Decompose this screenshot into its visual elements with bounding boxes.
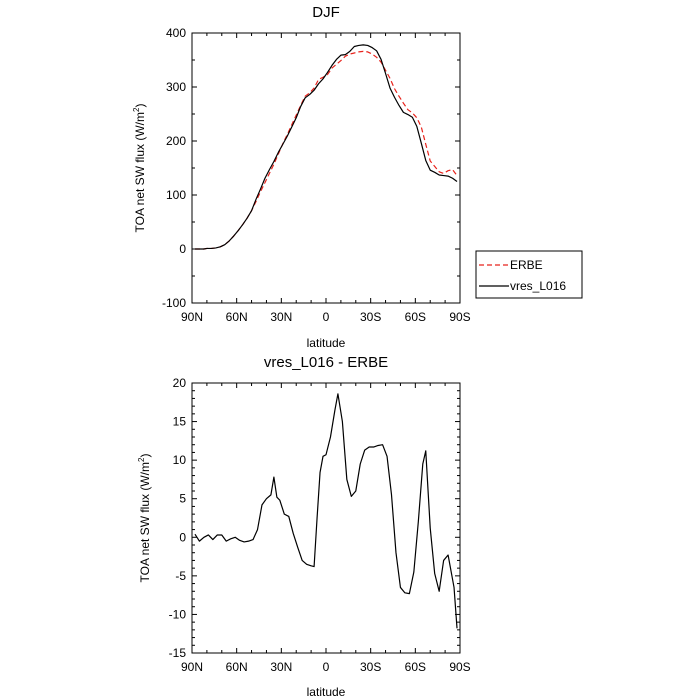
top-chart-y-tick-label: 300 — [166, 80, 186, 94]
top-chart-legend: ERBE vres_L016 — [475, 250, 583, 299]
top-chart-y-tick-label: -100 — [162, 296, 186, 310]
bottom-chart-y-tick-label: 15 — [173, 415, 187, 429]
top-chart-x-ticks: 90N 60N 30N 0 30S 60S 90S — [181, 33, 471, 324]
top-chart-x-tick-label: 60S — [405, 310, 426, 324]
top-chart-x-tick-label: 30S — [360, 310, 381, 324]
bottom-chart-x-ticks: 90N 60N 30N 0 30S 60S 90S — [181, 383, 471, 674]
legend-box — [475, 250, 583, 299]
bottom-chart-y-axis-label: TOA net SW flux (W/m2) — [137, 454, 152, 583]
top-chart-y-axis-label-sup: 2 — [132, 107, 141, 112]
bottom-chart-plot-frame — [191, 382, 461, 654]
legend-label-vres: vres_L016 — [510, 279, 566, 293]
top-chart-x-tick-label: 0 — [323, 310, 330, 324]
top-chart-line-vres-l016 — [194, 44, 458, 250]
bottom-chart-y-tick-label: 5 — [179, 492, 186, 506]
top-chart-panel: DJF 90N 60N 30N 0 30S 60S 90S -100 0 100 200 300 40… — [132, 4, 583, 350]
top-chart-x-tick-label: 90S — [449, 310, 470, 324]
bottom-chart-x-tick-label: 30N — [270, 660, 292, 674]
top-chart-x-tick-label: 30N — [270, 310, 292, 324]
bottom-chart-y-axis-label-sup: 2 — [137, 457, 146, 462]
bottom-chart-x-tick-label: 0 — [323, 660, 330, 674]
top-chart-plot-frame — [191, 32, 461, 304]
top-chart-x-tick-label: 90N — [181, 310, 203, 324]
top-chart-y-tick-label: 400 — [166, 26, 186, 40]
top-chart-y-tick-label: 100 — [166, 188, 186, 202]
top-chart-y-axis-label-main: TOA net SW flux (W/m — [133, 112, 147, 232]
top-chart-y-axis-label-end: ) — [133, 104, 147, 108]
top-chart-x-axis-label: latitude — [307, 336, 346, 350]
bottom-chart-series-layer — [194, 393, 458, 629]
bottom-chart-y-tick-label: -5 — [175, 569, 186, 583]
bottom-chart-line-series-0 — [194, 393, 458, 629]
top-chart-y-ticks: -100 0 100 200 300 400 — [162, 26, 460, 310]
bottom-chart-x-tick-label: 60S — [405, 660, 426, 674]
top-chart-y-tick-label: 0 — [179, 242, 186, 256]
bottom-chart-y-tick-label: 20 — [173, 376, 187, 390]
top-chart-y-tick-label: 200 — [166, 134, 186, 148]
bottom-chart-y-axis-label-main: TOA net SW flux (W/m — [138, 462, 152, 582]
top-chart-series-layer — [194, 44, 458, 250]
bottom-chart-x-tick-label: 30S — [360, 660, 381, 674]
bottom-chart-y-tick-label: -15 — [169, 646, 187, 660]
bottom-chart-y-tick-label: 0 — [179, 530, 186, 544]
bottom-chart-x-tick-label: 60N — [226, 660, 248, 674]
bottom-chart-y-axis-label-end: ) — [138, 454, 152, 458]
top-chart-y-axis-label: TOA net SW flux (W/m2) — [132, 104, 147, 233]
top-chart-title: DJF — [312, 4, 340, 21]
bottom-chart-title: vres_L016 - ERBE — [264, 354, 388, 371]
bottom-chart-y-ticks: -15 -10 -5 0 5 10 15 20 — [169, 376, 460, 660]
bottom-chart-panel: vres_L016 - ERBE 90N 60N 30N 0 30S 60S 90S -15… — [137, 354, 471, 699]
bottom-chart-x-axis-label: latitude — [307, 685, 346, 699]
bottom-chart-y-tick-label: 10 — [173, 453, 187, 467]
bottom-chart-y-tick-label: -10 — [169, 607, 187, 621]
top-chart-x-tick-label: 60N — [226, 310, 248, 324]
bottom-chart-x-tick-label: 90N — [181, 660, 203, 674]
bottom-chart-x-tick-label: 90S — [449, 660, 470, 674]
top-chart-line-erbe — [194, 50, 458, 250]
legend-label-erbe: ERBE — [510, 258, 543, 272]
